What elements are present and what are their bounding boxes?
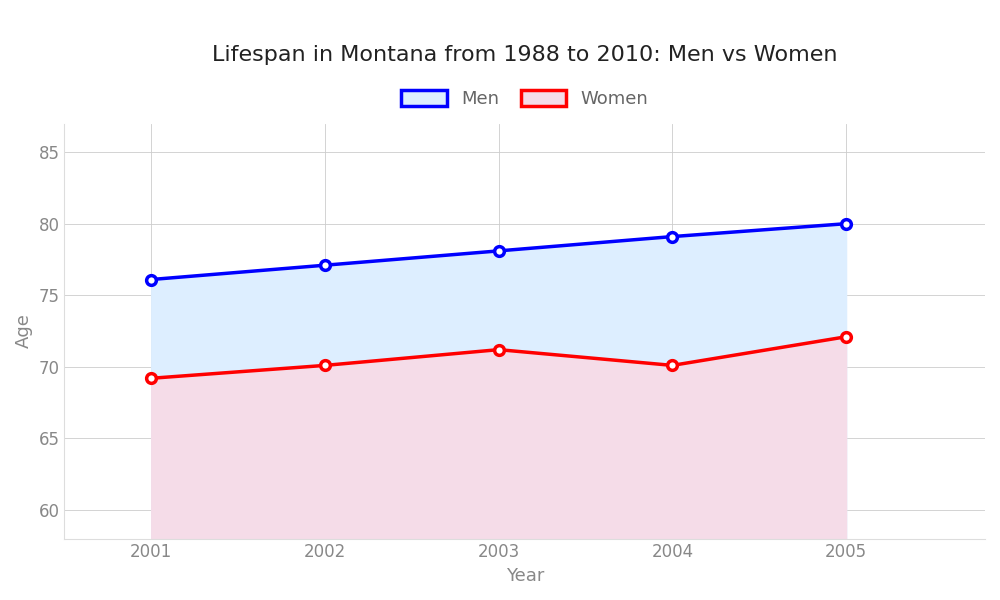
Legend: Men, Women: Men, Women xyxy=(394,83,655,115)
Y-axis label: Age: Age xyxy=(15,314,33,349)
X-axis label: Year: Year xyxy=(506,567,544,585)
Title: Lifespan in Montana from 1988 to 2010: Men vs Women: Lifespan in Montana from 1988 to 2010: M… xyxy=(212,45,837,65)
